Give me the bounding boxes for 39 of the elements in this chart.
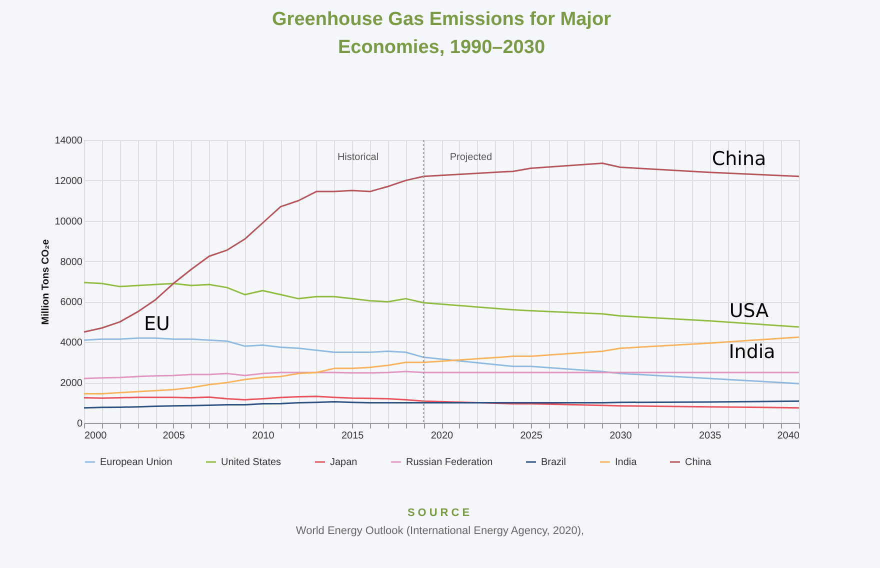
y-tick-label: 6000 [60,297,83,308]
x-tick-label: 2020 [430,430,454,442]
y-tick-label: 8000 [60,256,83,268]
annotation: China [712,148,766,170]
x-tick-label: 2015 [342,430,364,442]
y-tick-label: 12000 [54,176,83,187]
x-tick-label: 2040 [777,430,800,442]
text: SOURCE [406,507,474,519]
annotation: EU [144,313,170,335]
annotation: USA [729,300,769,322]
x-tick-label: 2005 [162,430,186,442]
line-series [83,337,800,384]
legend-label: Japan [330,457,358,468]
legend-label: Brazil [541,457,566,468]
chart-title: Greenhouse Gas Emissions for Major Economies, 1990–2030 [272,9,612,58]
annotation: Historical [337,152,379,163]
legend-label: China [685,457,712,468]
line-series [83,370,800,380]
y-tick-label: 4000 [60,338,83,349]
x-tick-label: 2025 [520,430,543,442]
legend-label: United States [221,457,282,468]
x-tick-label: 2030 [610,430,632,442]
annotation: Projected [450,152,492,163]
text: World Energy Outlook (International Energy Agency, 2020), [294,525,586,537]
x-tick-label: 2010 [252,430,275,442]
line-series [83,400,800,409]
y-tick-label: 14000 [54,136,83,146]
line-series [83,396,800,409]
legend-label: Russian Federation [406,457,493,468]
y-tick-label: 0 [76,418,83,430]
legend-label: European Union [100,457,172,468]
annotation: India [728,341,776,363]
y-tick-label: 2000 [60,378,83,390]
x-tick-label: 2035 [699,430,722,442]
y-axis-title: Million Tons CO₂e [40,238,52,325]
y-tick-label: 10000 [54,216,83,228]
legend-label: India [615,457,638,468]
x-tick-label: 2000 [84,430,108,442]
line-series [83,336,800,394]
